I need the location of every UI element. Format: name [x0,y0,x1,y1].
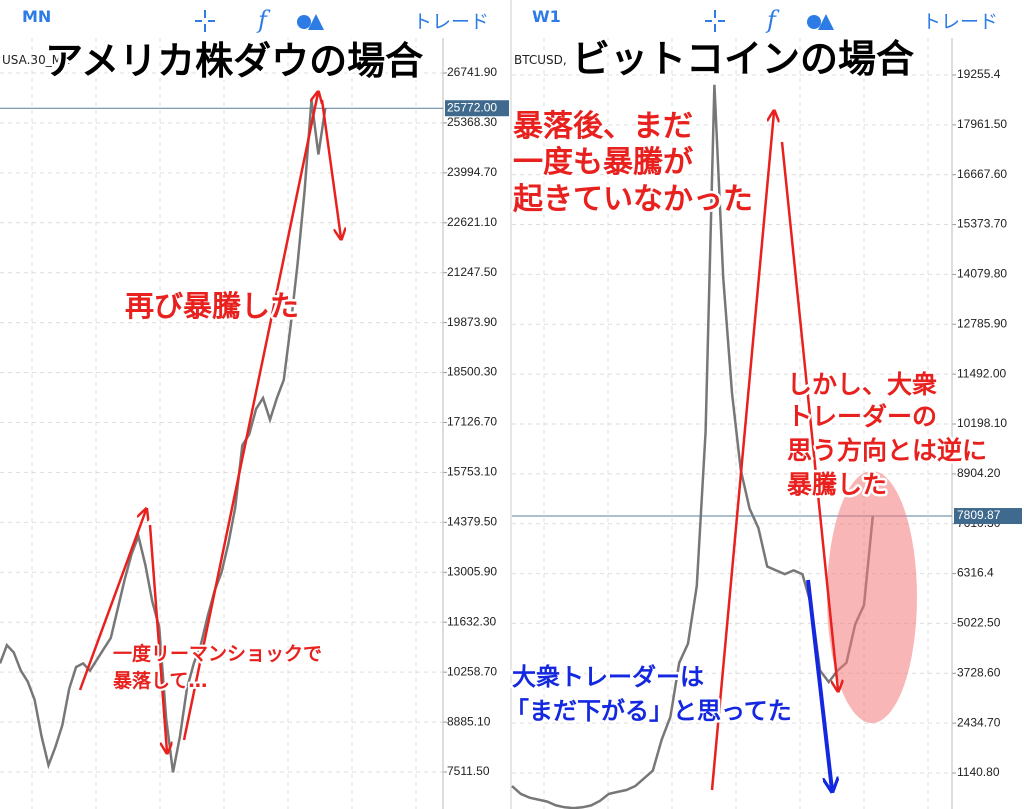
trade-button[interactable]: トレード [922,11,998,33]
y-tick-label: 11492.00 [957,366,1006,380]
annotation: 一度も暴騰が [513,145,693,180]
current-price-label: 7809.87 [957,508,1001,522]
symbol: USA.30_MN [2,53,71,67]
timeframe[interactable]: MN [22,7,51,26]
current-price-label: 25772.00 [447,100,497,114]
y-tick-label: 16667.60 [957,167,1007,181]
y-tick-label: 21247.50 [447,265,497,279]
y-tick-label: 1140.80 [957,765,1000,779]
y-tick-label: 8904.20 [957,466,1001,480]
y-tick-label: 23994.70 [447,165,497,179]
annotation: 再び暴騰した [125,289,299,323]
chart-title: ビットコインの場合 [572,37,914,81]
function-icon[interactable]: f [765,6,780,34]
y-tick-label: 14379.50 [447,515,497,529]
y-tick-label: 12785.90 [957,316,1007,330]
y-tick-label: 2434.70 [957,715,1001,729]
annotation: 暴落して… [113,669,207,692]
y-tick-label: 19255.4 [957,67,1001,81]
current-price-box [954,508,1022,525]
y-tick-label: 15753.10 [447,465,497,479]
annotation: 起きていなかった [513,182,753,217]
toolbar-icons [195,10,725,32]
y-tick-label: 6316.4 [957,566,994,580]
y-tick-label: 19873.90 [447,315,497,329]
y-tick-label: 10258.70 [447,664,497,678]
y-tick-label: 10198.10 [957,416,1007,430]
annotation: 思う方向とは逆に [787,436,987,465]
y-tick-label: 8885.10 [447,714,491,728]
annotation: 大衆トレーダーは [512,663,704,691]
y-tick-label: 14079.80 [957,267,1007,281]
trade-button[interactable]: トレード [413,11,489,33]
y-tick-label: 18500.30 [447,365,497,379]
y-tick-label: 15373.70 [957,217,1007,231]
y-tick-label: 3728.60 [957,665,1001,679]
objects-icon[interactable] [297,14,324,30]
highlight-ellipse [827,471,917,723]
y-tick-label: 17961.50 [957,117,1007,131]
annotation: 暴騰した [787,470,887,499]
y-tick-label: 26741.90 [447,65,497,79]
arrows [78,93,838,791]
y-tick-label: 25368.30 [447,115,497,129]
y-tick-label: 7511.50 [447,764,490,778]
annotation: しかし、大衆 [787,370,937,399]
timeframe[interactable]: W1 [532,7,561,26]
current-price-box [445,100,509,117]
y-tick-label: 17126.70 [447,415,497,429]
y-tick-label: 11632.30 [447,614,496,628]
annotation: 「まだ下がる」と思ってた [505,697,792,725]
annotation: 暴落後、まだ [513,109,693,144]
chart-title: アメリカ株ダウの場合 [45,39,423,83]
function-icon[interactable]: f [256,6,271,34]
objects-icon[interactable] [807,14,834,30]
y-tick-label: 13005.90 [447,564,497,578]
annotation: トレーダーの [787,402,937,431]
price-line [0,99,327,773]
y-tick-label: 22621.10 [447,215,497,229]
annotation: 一度リーマンショックで [113,642,322,665]
symbol: BTCUSD, [514,53,567,67]
y-tick-label: 5022.50 [957,616,1001,630]
blue-arrow [806,579,832,790]
charts: 7511.50 8885.10 10258.70 11632.30 13005.90 14… [0,7,1022,809]
